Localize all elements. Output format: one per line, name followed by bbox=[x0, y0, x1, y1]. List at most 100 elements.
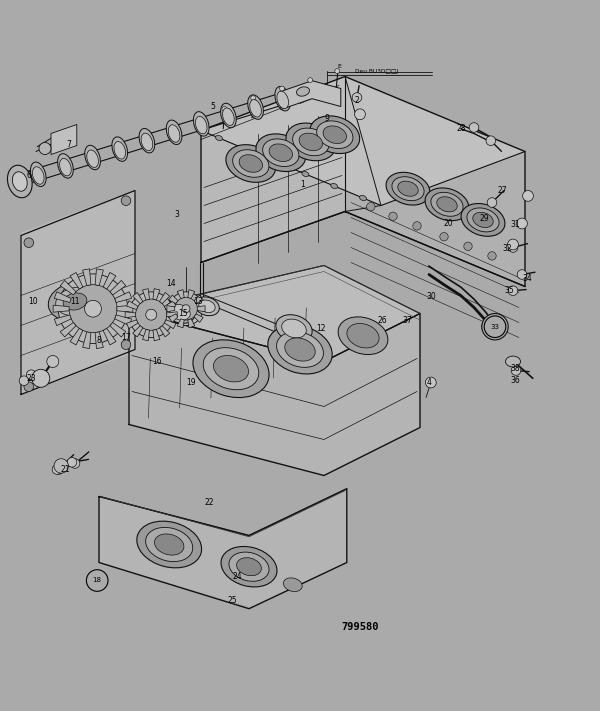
Circle shape bbox=[19, 376, 29, 385]
Circle shape bbox=[523, 191, 533, 201]
Text: 32: 32 bbox=[502, 244, 512, 253]
Text: 799580: 799580 bbox=[341, 621, 379, 631]
Polygon shape bbox=[201, 77, 345, 262]
Circle shape bbox=[355, 109, 365, 119]
Ellipse shape bbox=[233, 150, 269, 177]
Polygon shape bbox=[83, 332, 91, 348]
Ellipse shape bbox=[268, 325, 332, 374]
Ellipse shape bbox=[256, 134, 305, 171]
Text: 6: 6 bbox=[26, 171, 31, 180]
Circle shape bbox=[511, 365, 521, 375]
Circle shape bbox=[32, 369, 50, 387]
Polygon shape bbox=[110, 323, 126, 337]
Polygon shape bbox=[129, 265, 420, 361]
Text: 35: 35 bbox=[504, 287, 514, 295]
Ellipse shape bbox=[285, 338, 315, 361]
Polygon shape bbox=[194, 295, 203, 304]
Ellipse shape bbox=[112, 137, 128, 161]
Ellipse shape bbox=[398, 181, 418, 196]
Text: E: E bbox=[337, 65, 341, 70]
Ellipse shape bbox=[281, 319, 307, 338]
Polygon shape bbox=[70, 272, 83, 289]
Ellipse shape bbox=[283, 578, 302, 592]
Ellipse shape bbox=[275, 87, 290, 111]
Text: 27: 27 bbox=[498, 186, 508, 195]
Text: 23: 23 bbox=[26, 374, 36, 383]
Text: 11: 11 bbox=[70, 297, 80, 306]
Circle shape bbox=[26, 370, 36, 380]
Polygon shape bbox=[53, 305, 69, 312]
Ellipse shape bbox=[299, 133, 323, 151]
Text: 18: 18 bbox=[93, 577, 102, 584]
Text: Deu BU3D□□J: Deu BU3D□□J bbox=[355, 69, 398, 74]
Circle shape bbox=[508, 239, 518, 250]
Ellipse shape bbox=[215, 135, 223, 141]
Polygon shape bbox=[115, 315, 131, 326]
Text: 19: 19 bbox=[186, 378, 196, 387]
Ellipse shape bbox=[31, 162, 46, 186]
Text: 7: 7 bbox=[67, 140, 71, 149]
Circle shape bbox=[121, 340, 131, 350]
Ellipse shape bbox=[229, 552, 269, 582]
Text: 5: 5 bbox=[211, 102, 215, 111]
Ellipse shape bbox=[170, 304, 190, 320]
Circle shape bbox=[469, 123, 479, 132]
Ellipse shape bbox=[331, 183, 338, 188]
Polygon shape bbox=[188, 289, 195, 299]
Circle shape bbox=[182, 305, 190, 313]
Text: 13: 13 bbox=[193, 297, 203, 306]
Polygon shape bbox=[167, 311, 177, 318]
Ellipse shape bbox=[505, 356, 521, 367]
Polygon shape bbox=[169, 295, 178, 304]
Text: 9: 9 bbox=[325, 114, 329, 123]
Polygon shape bbox=[169, 314, 178, 322]
Ellipse shape bbox=[473, 213, 493, 228]
Circle shape bbox=[508, 242, 518, 252]
Ellipse shape bbox=[166, 301, 194, 324]
Polygon shape bbox=[115, 292, 131, 302]
Circle shape bbox=[482, 314, 508, 340]
Polygon shape bbox=[60, 323, 76, 337]
Polygon shape bbox=[21, 191, 135, 395]
Polygon shape bbox=[345, 77, 525, 287]
Ellipse shape bbox=[146, 528, 193, 562]
Ellipse shape bbox=[425, 188, 469, 220]
Circle shape bbox=[146, 309, 157, 320]
Ellipse shape bbox=[199, 300, 215, 313]
Ellipse shape bbox=[277, 91, 289, 109]
Circle shape bbox=[517, 269, 527, 279]
Ellipse shape bbox=[482, 321, 502, 336]
Ellipse shape bbox=[461, 203, 505, 236]
Polygon shape bbox=[143, 329, 149, 341]
Polygon shape bbox=[281, 81, 341, 109]
Text: 37: 37 bbox=[402, 316, 412, 325]
Polygon shape bbox=[194, 314, 203, 322]
Circle shape bbox=[367, 203, 375, 211]
Ellipse shape bbox=[7, 165, 32, 198]
Text: 34: 34 bbox=[522, 274, 532, 283]
Ellipse shape bbox=[87, 150, 98, 168]
Ellipse shape bbox=[286, 123, 335, 161]
Ellipse shape bbox=[13, 172, 27, 191]
Circle shape bbox=[54, 465, 64, 474]
Text: 1: 1 bbox=[301, 180, 305, 189]
Circle shape bbox=[413, 222, 421, 230]
Ellipse shape bbox=[58, 154, 73, 178]
Polygon shape bbox=[201, 77, 525, 205]
Ellipse shape bbox=[431, 192, 463, 216]
Circle shape bbox=[52, 465, 62, 474]
Ellipse shape bbox=[128, 292, 174, 338]
Circle shape bbox=[39, 142, 51, 154]
Ellipse shape bbox=[467, 208, 499, 232]
Polygon shape bbox=[164, 320, 176, 328]
Polygon shape bbox=[197, 306, 205, 311]
Ellipse shape bbox=[139, 129, 155, 153]
Ellipse shape bbox=[56, 287, 94, 316]
Polygon shape bbox=[153, 329, 160, 341]
Ellipse shape bbox=[166, 120, 182, 144]
Text: 24: 24 bbox=[232, 572, 242, 581]
Polygon shape bbox=[55, 315, 71, 326]
Ellipse shape bbox=[244, 147, 251, 153]
Ellipse shape bbox=[273, 159, 280, 164]
Text: 15: 15 bbox=[178, 309, 188, 318]
